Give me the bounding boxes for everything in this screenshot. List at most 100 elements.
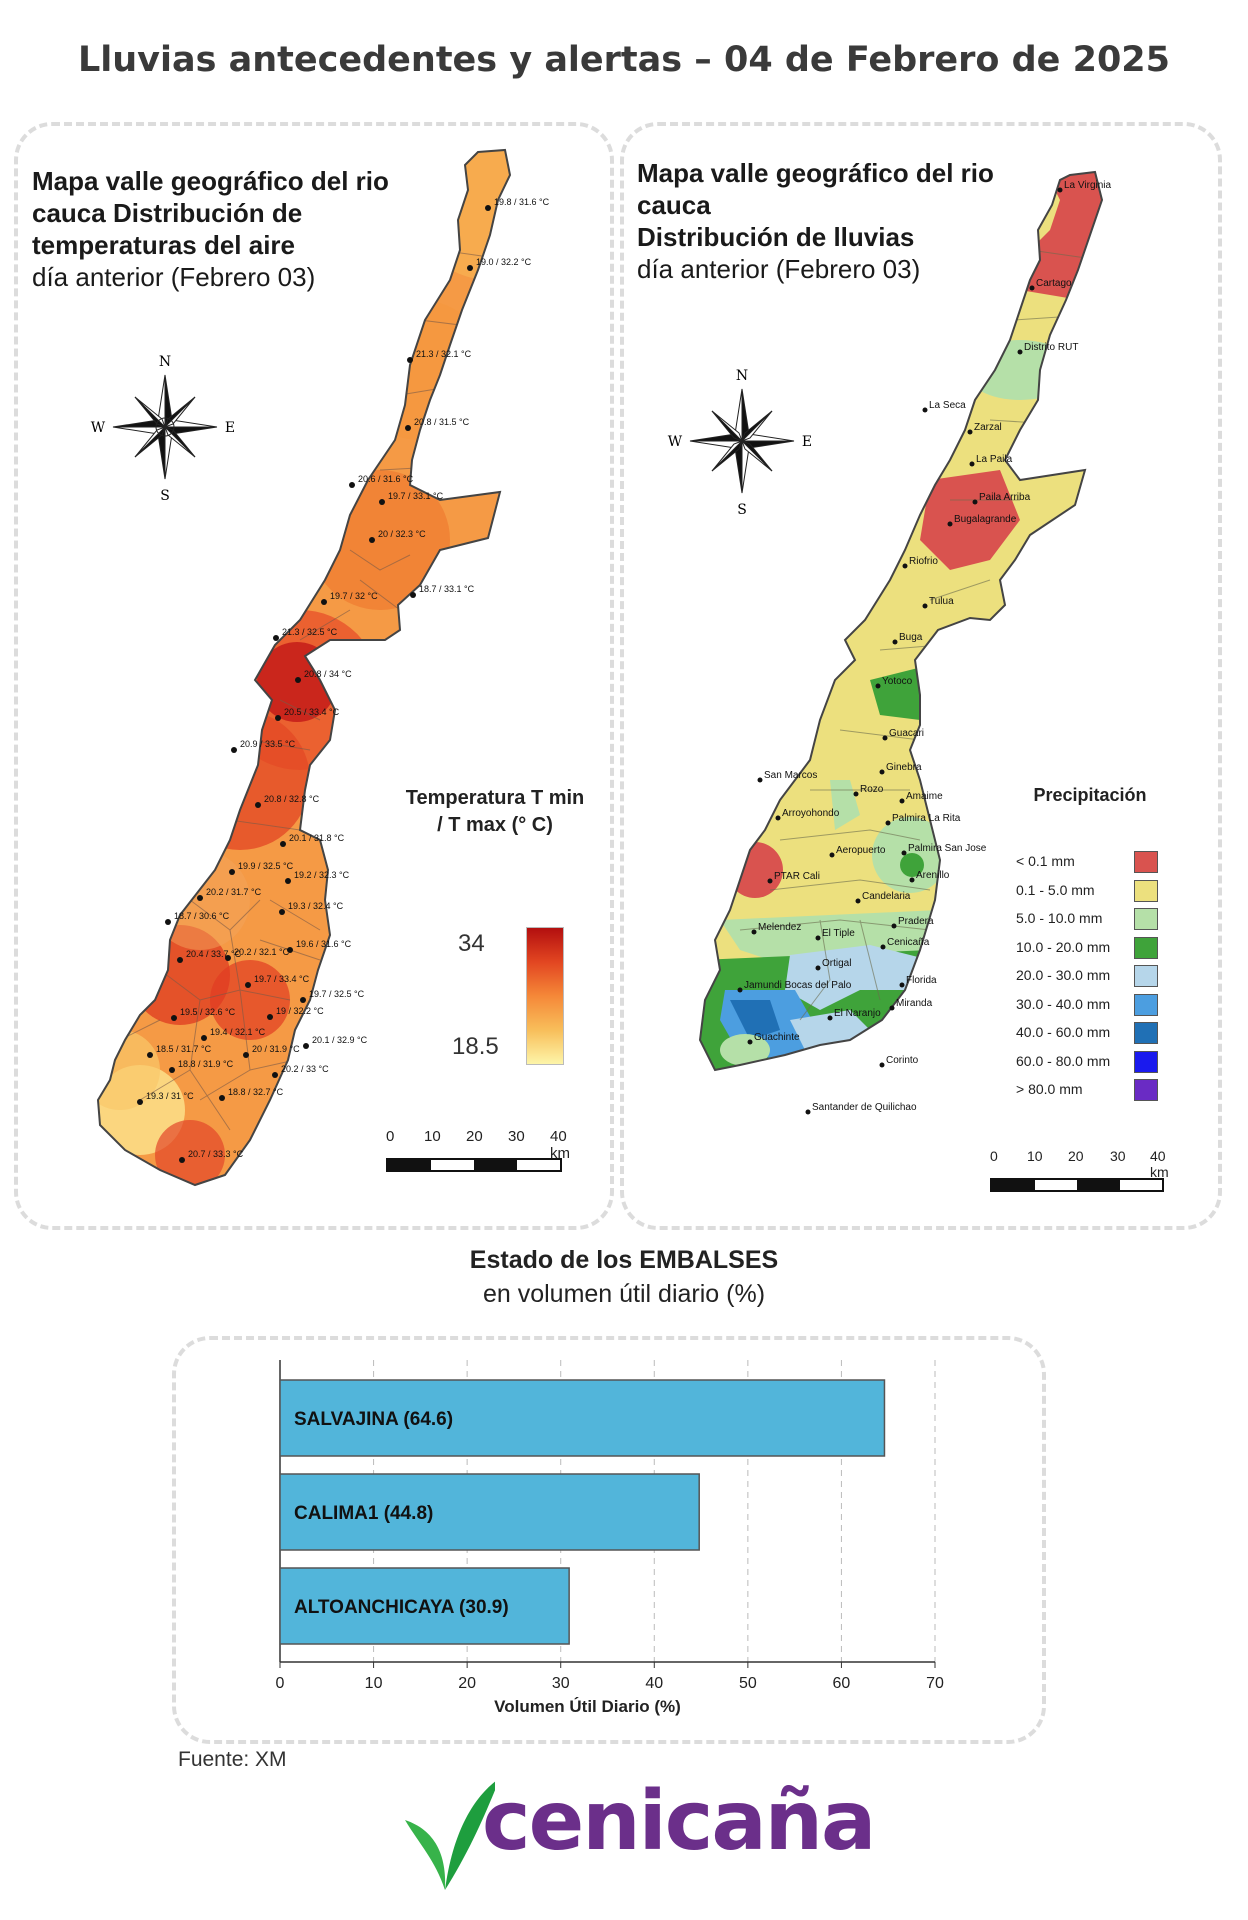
place-dot bbox=[969, 461, 975, 467]
temperature-panel bbox=[14, 122, 614, 1230]
station-label: 20.2 / 31.7 °C bbox=[206, 887, 262, 897]
station-dot bbox=[197, 895, 203, 901]
place-label: Florida bbox=[906, 975, 937, 986]
x-tick-label: 0 bbox=[276, 1675, 285, 1692]
rain-scale-bar: 0 10 20 30 40 km bbox=[990, 1148, 1169, 1192]
precip-legend-swatch bbox=[1134, 908, 1158, 930]
place-label: Pradera bbox=[898, 916, 934, 927]
station-label: 19.4 / 32.1 °C bbox=[210, 1027, 266, 1037]
place-dot bbox=[889, 1005, 895, 1011]
place-label: Ginebra bbox=[886, 762, 922, 773]
station-dot bbox=[255, 802, 261, 808]
place-dot bbox=[967, 429, 973, 435]
station-dot bbox=[229, 869, 235, 875]
station-label: 20 / 31.9 °C bbox=[252, 1044, 300, 1054]
scale-label: 40 km bbox=[550, 1128, 570, 1162]
x-tick-label: 40 bbox=[645, 1675, 663, 1692]
leaf-icon bbox=[405, 1781, 495, 1890]
station-label: 19.3 / 32.4 °C bbox=[288, 901, 344, 911]
place-label: Distrito RUT bbox=[1024, 342, 1078, 353]
station-dot bbox=[272, 1072, 278, 1078]
station-label: 20.6 / 31.6 °C bbox=[358, 474, 414, 484]
station-label: 19.0 / 32.2 °C bbox=[476, 257, 532, 267]
place-label: La Paila bbox=[976, 454, 1013, 465]
place-label: Palmira San Jose bbox=[908, 843, 987, 854]
place-dot bbox=[892, 639, 898, 645]
bar bbox=[279, 1379, 886, 1457]
station-label: 19.5 / 32.6 °C bbox=[180, 1007, 236, 1017]
rain-map-subtitle: día anterior (Febrero 03) bbox=[637, 254, 921, 284]
place-dot bbox=[815, 965, 821, 971]
place-dot bbox=[880, 944, 886, 950]
station-label: 18.7 / 30.6 °C bbox=[174, 911, 230, 921]
station-label: 18.7 / 33.1 °C bbox=[419, 584, 475, 594]
precip-legend-swatch bbox=[1134, 1022, 1158, 1044]
place-dot bbox=[829, 852, 835, 858]
place-label: Guachinte bbox=[754, 1032, 800, 1043]
station-dot bbox=[379, 499, 385, 505]
bar bbox=[279, 1473, 700, 1551]
place-dot bbox=[899, 982, 905, 988]
station-label: 18.5 / 31.7 °C bbox=[156, 1044, 212, 1054]
place-dot bbox=[1057, 187, 1063, 193]
place-dot bbox=[899, 798, 905, 804]
precip-legend-swatch bbox=[1134, 993, 1158, 1016]
place-dot bbox=[902, 563, 908, 569]
station-label: 19.7 / 33.4 °C bbox=[254, 974, 310, 984]
station-label: 20.8 / 31.5 °C bbox=[414, 417, 470, 427]
station-dot bbox=[165, 919, 171, 925]
station-label: 21.3 / 32.5 °C bbox=[282, 627, 338, 637]
compass-s: S bbox=[737, 502, 747, 516]
station-dot bbox=[225, 955, 231, 961]
station-dot bbox=[179, 1157, 185, 1163]
station-label: 19.7 / 32.5 °C bbox=[309, 989, 365, 999]
station-dot bbox=[410, 592, 416, 598]
place-label: La Seca bbox=[929, 400, 966, 411]
station-dot bbox=[245, 982, 251, 988]
cenicana-logo: cenicaña bbox=[395, 1760, 876, 1900]
precip-legend-swatch bbox=[1134, 879, 1158, 902]
temp-map-subtitle: día anterior (Febrero 03) bbox=[32, 262, 316, 292]
rain-map-title-line1: Mapa valle geográfico del rio cauca bbox=[637, 158, 994, 220]
station-dot bbox=[369, 537, 375, 543]
station-dot bbox=[295, 677, 301, 683]
compass-e: E bbox=[225, 420, 235, 436]
station-dot bbox=[405, 425, 411, 431]
precip-legend-item: < 0.1 mm bbox=[1016, 851, 1196, 875]
compass-rose-icon: N S E W bbox=[668, 368, 812, 516]
place-label: Miranda bbox=[896, 998, 933, 1009]
station-dot bbox=[303, 1043, 309, 1049]
x-tick-label: 30 bbox=[552, 1675, 570, 1692]
precip-legend-swatch bbox=[1134, 965, 1158, 987]
precip-legend-label: 30.0 - 40.0 mm bbox=[1016, 995, 1111, 1012]
place-dot bbox=[747, 1039, 753, 1045]
place-dot bbox=[737, 987, 743, 993]
compass-e: E bbox=[802, 434, 812, 450]
reservoir-title-bold: Estado de los EMBALSES bbox=[469, 1246, 779, 1274]
place-label: Tulua bbox=[929, 596, 954, 607]
station-dot bbox=[137, 1099, 143, 1105]
station-dot bbox=[285, 878, 291, 884]
station-dot bbox=[407, 357, 413, 363]
place-label: Guacari bbox=[889, 728, 924, 739]
station-label: 20.5 / 33.4 °C bbox=[284, 707, 340, 717]
place-label: Cartago bbox=[1036, 278, 1072, 289]
station-label: 19 / 32.2 °C bbox=[276, 1006, 324, 1016]
page-title: Lluvias antecedentes y alertas – 04 de F… bbox=[77, 40, 1171, 80]
place-label: Candelaria bbox=[862, 891, 911, 902]
place-dot bbox=[922, 407, 928, 413]
bar-label: ALTOANCHICAYA (30.9) bbox=[294, 1597, 509, 1618]
station-label: 20.4 / 33.7 °C bbox=[186, 949, 242, 959]
logo-text: cenicaña bbox=[482, 1774, 876, 1869]
station-label: 18.8 / 31.9 °C bbox=[178, 1059, 234, 1069]
place-label: La Virginia bbox=[1064, 180, 1112, 191]
temp-scale-bar: 0 10 20 30 40 km bbox=[386, 1128, 570, 1172]
place-label: Amaime bbox=[906, 791, 943, 802]
reservoir-panel bbox=[172, 1336, 1046, 1744]
precip-legend-swatch bbox=[1134, 851, 1158, 873]
place-dot bbox=[751, 929, 757, 935]
place-dot bbox=[815, 935, 821, 941]
station-dot bbox=[177, 957, 183, 963]
place-dot bbox=[875, 683, 881, 689]
x-tick-label: 50 bbox=[739, 1675, 757, 1692]
